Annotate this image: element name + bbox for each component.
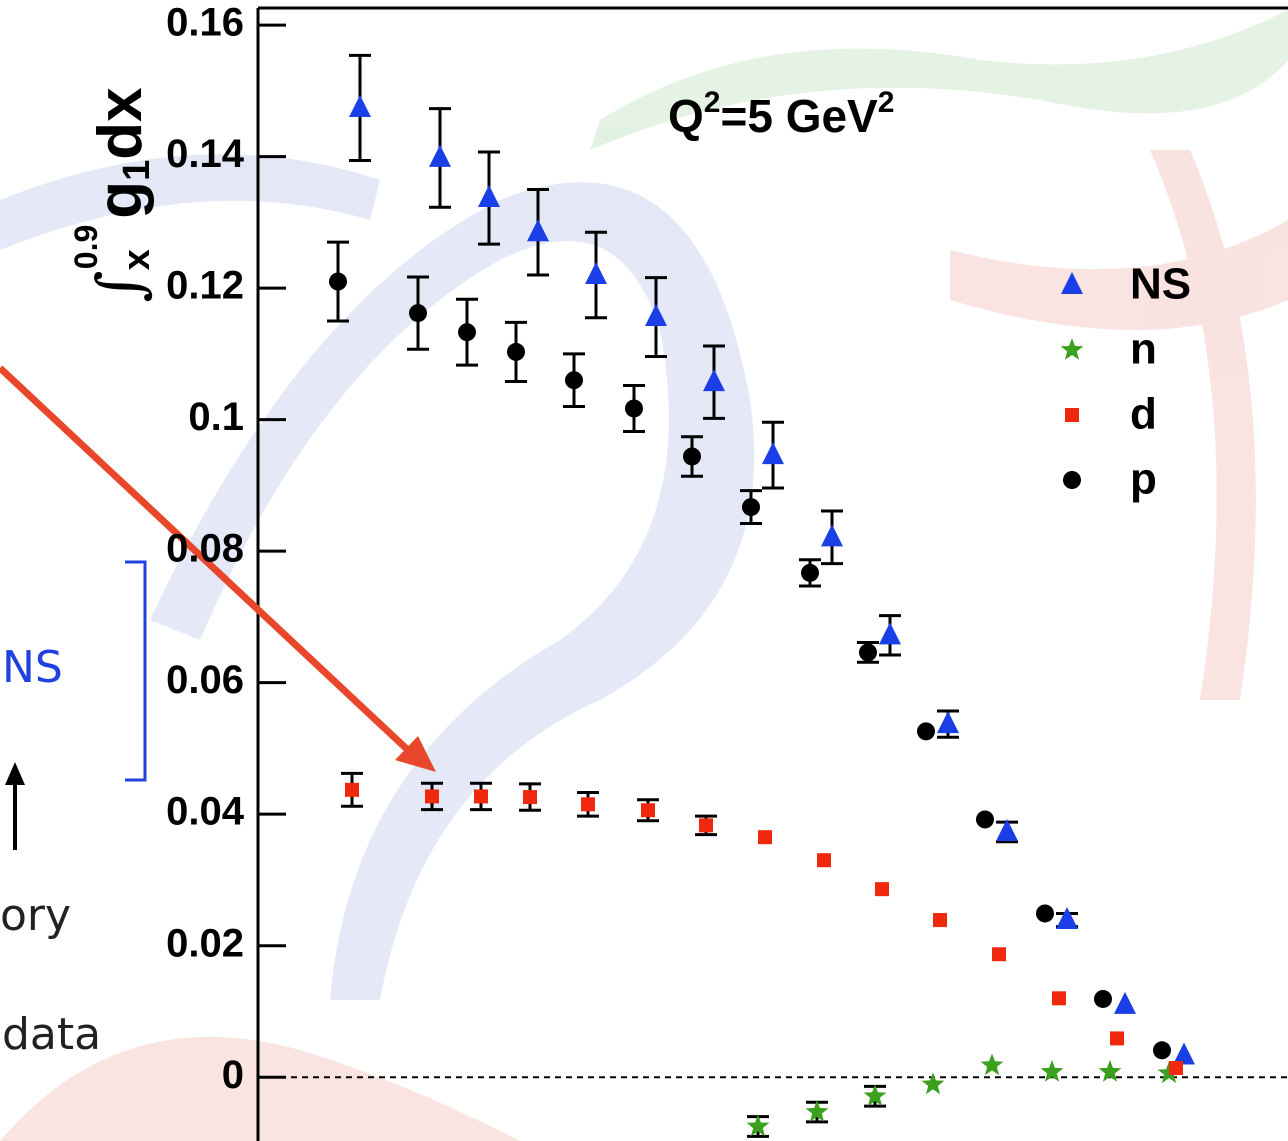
y-tick-label: 0.12 xyxy=(166,264,244,308)
y-label-part: g xyxy=(86,181,155,219)
point xyxy=(863,1084,887,1106)
point xyxy=(762,442,784,465)
background-swirls xyxy=(0,10,1288,1141)
series xyxy=(349,53,1195,1065)
point xyxy=(645,304,667,327)
point xyxy=(581,797,595,812)
point xyxy=(937,711,959,734)
series xyxy=(327,240,1171,1060)
y-label-part: dx xyxy=(86,87,155,160)
annotation-part: 2 xyxy=(704,86,721,119)
y-tick-label: 0.16 xyxy=(166,1,244,45)
bracket xyxy=(125,560,147,782)
y-label-part: 0.9 xyxy=(68,225,104,269)
legend-label: d xyxy=(1130,390,1157,439)
legend-label: n xyxy=(1130,325,1157,374)
annotation-part: =5 GeV xyxy=(720,90,878,142)
legend-marker xyxy=(1065,408,1079,422)
point xyxy=(1114,991,1136,1014)
point xyxy=(976,810,994,829)
point xyxy=(527,219,549,242)
point xyxy=(817,853,831,868)
point xyxy=(345,782,359,797)
point xyxy=(879,622,901,645)
annotation: Q2=5 GeV2 xyxy=(668,86,894,142)
point xyxy=(1094,989,1112,1008)
point xyxy=(921,1072,945,1095)
y-tick-label: 0.02 xyxy=(166,921,244,965)
point xyxy=(429,144,451,167)
point xyxy=(801,563,819,582)
y-tick-label: 0.06 xyxy=(166,658,244,702)
annotation-part: Q xyxy=(668,90,704,142)
series xyxy=(746,1053,1181,1138)
y-tick-label: 0 xyxy=(222,1053,244,1097)
point xyxy=(821,524,843,547)
legend-marker xyxy=(1060,338,1084,360)
legend-marker xyxy=(1063,471,1081,489)
y-tick-label: 0.14 xyxy=(166,132,245,176)
point xyxy=(683,447,701,466)
point xyxy=(742,498,760,517)
point xyxy=(523,790,537,805)
point xyxy=(507,342,525,361)
pointer-arrow xyxy=(0,365,413,755)
point xyxy=(585,261,607,284)
point xyxy=(805,1100,829,1122)
point xyxy=(1173,1042,1195,1065)
y-label-part: x xyxy=(116,249,158,270)
legend-marker xyxy=(1061,272,1083,294)
y-label-part: 1 xyxy=(116,160,158,181)
slide-fragments: NS ory data xyxy=(0,365,436,1060)
slide-text: NS xyxy=(2,642,63,693)
point xyxy=(746,1114,770,1137)
legend: NS ndp xyxy=(1060,260,1191,504)
point xyxy=(478,185,500,208)
slide-text: ory xyxy=(0,890,71,941)
slide-text: data xyxy=(2,1009,101,1060)
point xyxy=(641,803,655,818)
point xyxy=(409,304,427,323)
point xyxy=(996,818,1018,841)
point xyxy=(875,882,889,897)
y-tick-label: 0.08 xyxy=(166,527,244,571)
series xyxy=(341,771,1183,1076)
point xyxy=(703,369,725,392)
point xyxy=(1036,904,1054,923)
point xyxy=(859,643,877,662)
point xyxy=(1110,1031,1124,1046)
point xyxy=(1153,1041,1171,1060)
point xyxy=(349,94,371,117)
y-tick-label: 0.04 xyxy=(166,790,245,834)
point xyxy=(917,722,935,741)
annotation-part: 2 xyxy=(878,86,895,119)
pointer-arrow-head xyxy=(395,736,436,772)
point xyxy=(458,323,476,342)
up-arrow-head xyxy=(5,762,25,785)
y-label-part: ∫ xyxy=(83,270,156,302)
point xyxy=(992,947,1006,962)
y-axis-label: ∫x 0.9 g1dx xyxy=(68,87,158,303)
point xyxy=(699,818,713,833)
point xyxy=(565,371,583,390)
y-tick-label: 0.1 xyxy=(188,395,244,439)
point xyxy=(474,789,488,804)
point xyxy=(1052,991,1066,1006)
point xyxy=(625,399,643,418)
point xyxy=(1098,1060,1122,1082)
point xyxy=(758,830,772,845)
point xyxy=(980,1053,1004,1076)
legend-label: p xyxy=(1130,455,1157,504)
point xyxy=(933,913,947,928)
point xyxy=(425,789,439,804)
point xyxy=(1169,1061,1183,1076)
point xyxy=(1040,1060,1064,1082)
point xyxy=(1056,907,1078,930)
legend-label: NS xyxy=(1130,260,1191,309)
point xyxy=(329,272,347,291)
